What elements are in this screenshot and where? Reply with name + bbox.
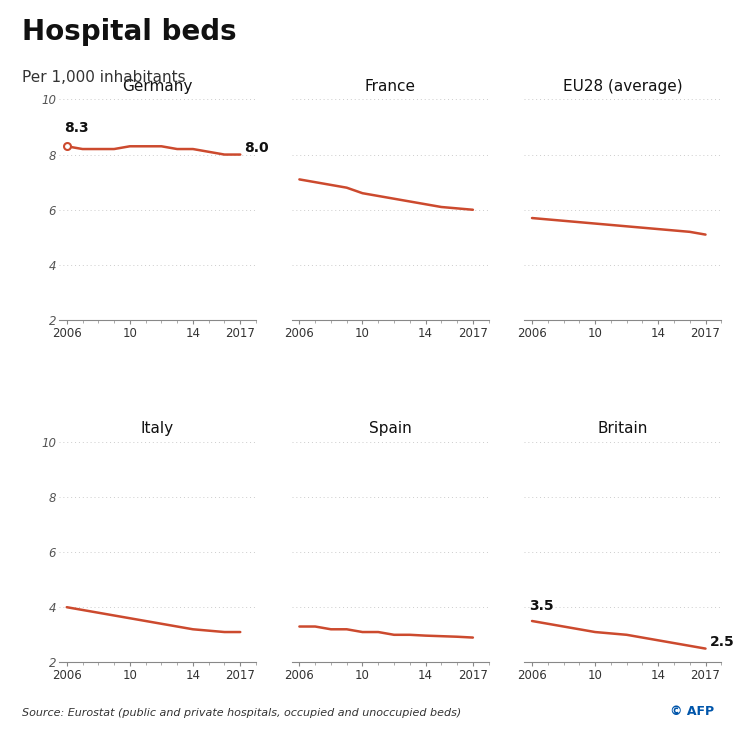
Title: Germany: Germany (122, 79, 193, 94)
Title: Italy: Italy (141, 421, 174, 436)
Title: Britain: Britain (598, 421, 648, 436)
Text: 3.5: 3.5 (529, 599, 554, 613)
Text: © AFP: © AFP (670, 704, 714, 718)
Text: 8.3: 8.3 (64, 121, 88, 135)
Text: Per 1,000 inhabitants: Per 1,000 inhabitants (22, 70, 185, 85)
Title: EU28 (average): EU28 (average) (563, 79, 682, 94)
Text: 2.5: 2.5 (710, 635, 735, 649)
Text: 8.0: 8.0 (244, 141, 269, 155)
Text: Hospital beds: Hospital beds (22, 18, 237, 46)
Title: Spain: Spain (369, 421, 411, 436)
Text: Source: Eurostat (public and private hospitals, occupied and unoccupied beds): Source: Eurostat (public and private hos… (22, 707, 461, 718)
Title: France: France (364, 79, 416, 94)
